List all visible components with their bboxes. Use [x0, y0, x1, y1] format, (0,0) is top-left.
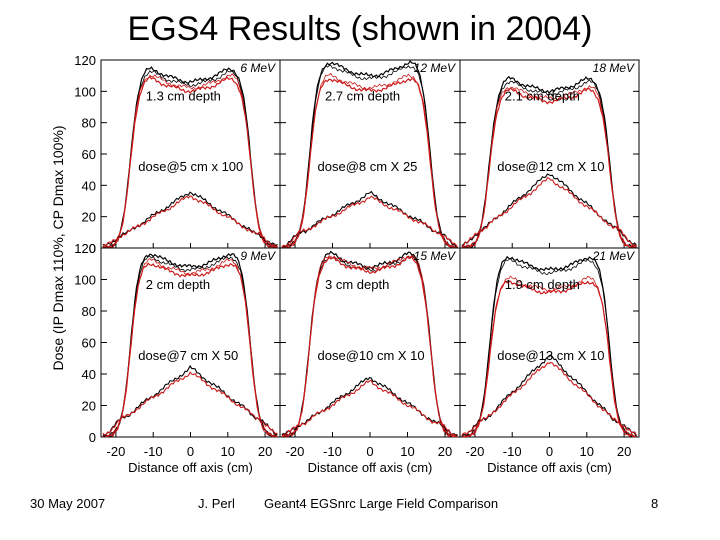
- depth-label: 1.3 cm depth: [146, 89, 221, 104]
- surface-profile-black-2: [461, 257, 637, 437]
- x-axis-label: Distance off axis (cm): [128, 460, 253, 475]
- chart-panel-4: [100, 247, 281, 438]
- x-tick-label: 20: [258, 444, 272, 459]
- energy-label: 6 MeV: [240, 61, 276, 75]
- x-tick-label: -20: [107, 444, 126, 459]
- dose-label: dose@10 cm X 10: [318, 348, 425, 363]
- dose-label: dose@7 cm X 50: [138, 348, 238, 363]
- y-tick-label: 40: [82, 367, 96, 382]
- y-tick-label: 100: [74, 84, 96, 99]
- footer-author: J. Perl: [198, 496, 235, 511]
- surface-profile-red-2: [102, 257, 278, 437]
- x-axis-label: Distance off axis (cm): [487, 460, 612, 475]
- y-tick-label: 0: [89, 430, 96, 445]
- x-tick-label: 0: [187, 444, 194, 459]
- y-tick-label: 100: [74, 273, 96, 288]
- energy-label: 12 MeV: [414, 61, 456, 75]
- x-tick-label: -20: [466, 444, 485, 459]
- x-axis-label: Distance off axis (cm): [308, 460, 433, 475]
- deep-profile-black: [102, 364, 278, 438]
- dose-label: dose@12 cm X 10: [497, 159, 604, 174]
- y-tick-label: 120: [74, 241, 96, 256]
- x-tick-label: 20: [617, 444, 631, 459]
- energy-label: 18 MeV: [593, 61, 635, 75]
- energy-label: 15 MeV: [414, 249, 456, 263]
- x-tick-label: 20: [438, 444, 452, 459]
- deep-profile-black: [102, 191, 278, 247]
- deep-profile-red: [102, 371, 278, 436]
- x-tick-label: 10: [221, 444, 235, 459]
- y-tick-label: 60: [82, 336, 96, 351]
- depth-label: 3 cm depth: [325, 277, 389, 292]
- deep-profile-red: [102, 195, 278, 248]
- surface-profile-black-2: [281, 64, 458, 248]
- deep-profile-red: [461, 361, 637, 436]
- surface-profile-red-2: [281, 255, 458, 437]
- y-tick-label: 60: [82, 147, 96, 162]
- depth-label: 2 cm depth: [146, 277, 210, 292]
- footer-page-number: 8: [651, 496, 659, 511]
- dose-label: dose@8 cm X 25: [318, 159, 418, 174]
- surface-profile-red-2: [461, 275, 637, 438]
- y-tick-label: 0: [89, 241, 96, 256]
- footer-date: 30 May 2007: [30, 496, 106, 511]
- dose-label: dose@5 cm x 100: [138, 159, 243, 174]
- y-tick-label: 40: [82, 178, 96, 193]
- deep-profile-red: [461, 177, 637, 248]
- depth-label: 2.1 cm depth: [505, 89, 580, 104]
- footer-center-text: Geant4 EGSnrc Large Field Comparison: [264, 496, 499, 511]
- chart-panel-1: [100, 59, 281, 249]
- chart-panel-6: [459, 247, 640, 438]
- x-tick-label: -20: [286, 444, 305, 459]
- y-tick-label: 80: [82, 304, 96, 319]
- y-tick-label: 80: [82, 116, 96, 131]
- x-tick-label: 0: [366, 444, 373, 459]
- x-tick-label: 10: [580, 444, 594, 459]
- surface-profile-red-2: [281, 72, 458, 248]
- y-axis-label: Dose (IP Dmax 110%, CP Dmax 100%): [50, 125, 66, 370]
- y-tick-label: 120: [74, 53, 96, 68]
- x-tick-label: -10: [144, 444, 163, 459]
- x-tick-label: -10: [503, 444, 522, 459]
- deep-profile-black: [281, 376, 458, 437]
- deep-profile-red: [281, 195, 458, 248]
- surface-profile-red-2: [102, 73, 278, 249]
- x-tick-label: 0: [546, 444, 553, 459]
- energy-label: 9 MeV: [240, 249, 276, 263]
- dose-label: dose@13 cm X 10: [497, 348, 604, 363]
- x-tick-label: 10: [400, 444, 414, 459]
- x-tick-label: -10: [323, 444, 342, 459]
- deep-profile-black: [281, 190, 458, 248]
- y-tick-label: 20: [82, 210, 96, 225]
- slide-title: EGS4 Results (shown in 2004): [127, 10, 593, 48]
- depth-label: 1.9 cm depth: [505, 277, 580, 292]
- deep-profile-red: [281, 379, 458, 438]
- y-tick-label: 20: [82, 399, 96, 414]
- deep-profile-black: [461, 173, 637, 247]
- depth-label: 2.7 cm depth: [325, 89, 400, 104]
- surface-profile-red-2: [461, 85, 637, 248]
- chart-panel-3: [459, 59, 640, 249]
- energy-label: 21 MeV: [592, 249, 635, 263]
